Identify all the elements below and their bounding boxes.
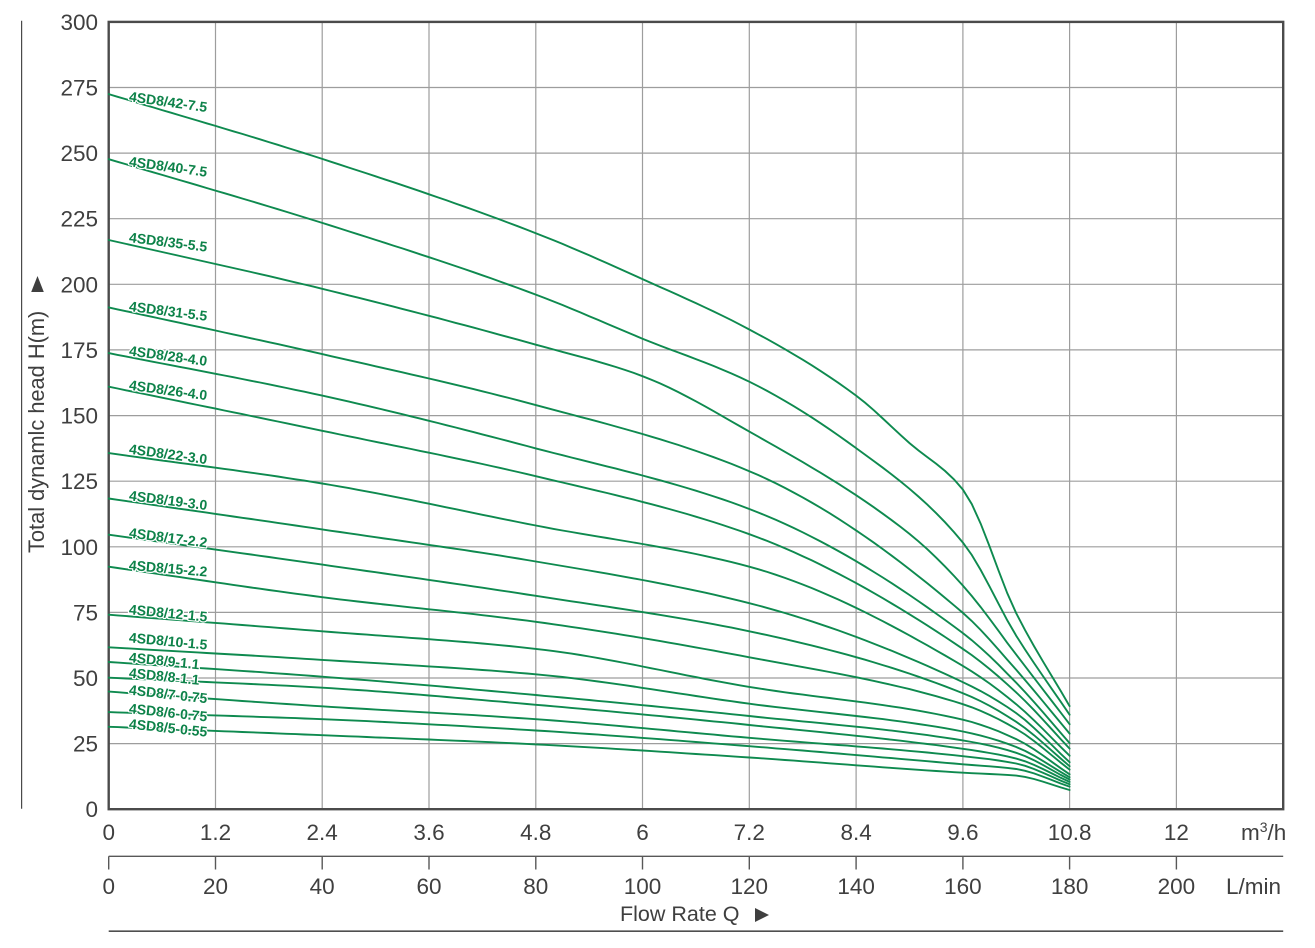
- svg-text:200: 200: [1158, 874, 1196, 899]
- svg-text:7.2: 7.2: [734, 820, 765, 845]
- svg-text:150: 150: [60, 404, 98, 429]
- svg-text:100: 100: [624, 874, 662, 899]
- svg-text:175: 175: [60, 338, 98, 363]
- svg-text:225: 225: [60, 207, 98, 232]
- svg-text:140: 140: [837, 874, 875, 899]
- svg-text:0: 0: [102, 820, 115, 845]
- svg-text:0: 0: [85, 797, 98, 822]
- svg-text:2.4: 2.4: [307, 820, 338, 845]
- svg-text:75: 75: [73, 600, 98, 625]
- svg-text:300: 300: [60, 10, 98, 35]
- svg-text:10.8: 10.8: [1048, 820, 1092, 845]
- svg-text:40: 40: [310, 874, 335, 899]
- svg-text:25: 25: [73, 732, 98, 757]
- svg-text:L/min: L/min: [1226, 874, 1281, 899]
- svg-text:9.6: 9.6: [947, 820, 978, 845]
- svg-text:200: 200: [60, 272, 98, 297]
- svg-text:8.4: 8.4: [840, 820, 871, 845]
- svg-text:1.2: 1.2: [200, 820, 231, 845]
- svg-text:250: 250: [60, 141, 98, 166]
- svg-text:0: 0: [102, 874, 115, 899]
- svg-text:160: 160: [944, 874, 982, 899]
- svg-text:275: 275: [60, 76, 98, 101]
- svg-text:20: 20: [203, 874, 228, 899]
- svg-text:12: 12: [1164, 820, 1189, 845]
- svg-text:Flow Rate Q: Flow Rate Q: [620, 902, 739, 926]
- svg-text:50: 50: [73, 666, 98, 691]
- svg-text:6: 6: [636, 820, 649, 845]
- svg-text:180: 180: [1051, 874, 1089, 899]
- svg-text:3.6: 3.6: [413, 820, 444, 845]
- svg-text:4.8: 4.8: [520, 820, 551, 845]
- svg-text:60: 60: [416, 874, 441, 899]
- svg-text:80: 80: [523, 874, 548, 899]
- svg-text:120: 120: [731, 874, 769, 899]
- svg-text:Total dynamlc head H(m): Total dynamlc head H(m): [24, 311, 49, 553]
- svg-text:100: 100: [60, 535, 98, 560]
- svg-text:125: 125: [60, 469, 98, 494]
